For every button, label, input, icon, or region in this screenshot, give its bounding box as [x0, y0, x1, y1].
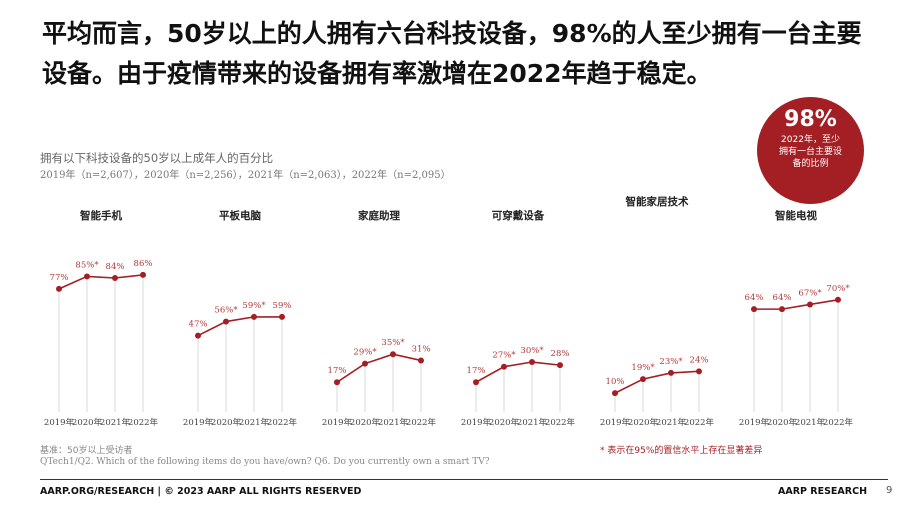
data-point: [112, 274, 118, 281]
x-tick-label: 2020年: [767, 417, 798, 428]
data-point: [140, 271, 146, 278]
footer-divider: [40, 479, 888, 480]
x-tick-label: 2019年: [322, 417, 353, 428]
data-point: [779, 306, 785, 313]
panel-title: 可穿戴设备: [492, 209, 545, 222]
headline: 平均而言，50岁以上的人拥有六台科技设备，98%的人至少拥有一台主要设备。由于疫…: [42, 19, 862, 88]
data-label: 64%: [773, 293, 792, 303]
data-label: 59%: [273, 301, 292, 311]
x-tick-label: 2022年: [684, 417, 715, 428]
data-point: [418, 357, 424, 364]
data-label: 31%: [412, 344, 431, 354]
data-label: 17%: [467, 366, 486, 376]
footer-brand: AARP RESEARCH: [778, 486, 868, 497]
chart-subtitle: 拥有以下科技设备的50岁以上成年人的百分比: [40, 151, 274, 165]
significance-note: * 表示在95%的置信水平上存在显著差异: [600, 446, 763, 456]
x-tick-label: 2020年: [628, 417, 659, 428]
x-tick-label: 2022年: [267, 417, 298, 428]
data-point: [223, 318, 229, 325]
x-tick-label: 2021年: [100, 417, 131, 428]
data-point: [835, 296, 841, 303]
x-tick-label: 2019年: [600, 417, 631, 428]
data-point: [362, 360, 368, 367]
series-line: [197, 316, 282, 337]
data-label: 17%: [328, 366, 347, 376]
x-tick-label: 2019年: [44, 417, 75, 428]
x-tick-label: 2021年: [656, 417, 687, 428]
badge-text: 2022年，至少拥有一台主要设备的比例: [778, 135, 842, 169]
data-label: 28%: [551, 349, 570, 359]
data-label: 47%: [189, 320, 208, 330]
data-point: [501, 363, 507, 370]
series-line: [614, 370, 700, 394]
data-point: [640, 376, 646, 383]
x-tick-label: 2022年: [128, 417, 159, 428]
x-tick-label: 2020年: [350, 417, 381, 428]
data-label: 19%*: [631, 363, 655, 373]
data-label: 59%*: [242, 301, 266, 311]
data-point: [612, 390, 618, 397]
data-label: 70%*: [826, 284, 850, 294]
panel-title: 智能手机: [79, 209, 122, 222]
highlight-badge: 98% 2022年，至少拥有一台主要设备的比例: [757, 97, 864, 204]
panel-title: 智能家居技术: [625, 195, 689, 208]
data-label: 27%*: [492, 351, 516, 361]
data-label: 24%: [690, 355, 709, 365]
x-tick-label: 2020年: [211, 417, 242, 428]
data-label: 67%*: [798, 288, 822, 298]
sample-sizes: 2019年（n=2,607），2020年（n=2,256），2021年（n=2,…: [40, 170, 451, 181]
data-point: [56, 285, 62, 292]
data-point: [334, 379, 340, 386]
data-point: [251, 313, 257, 320]
data-label: 85%*: [75, 260, 99, 270]
data-point: [696, 368, 702, 375]
series-line: [754, 298, 839, 310]
data-point: [390, 351, 396, 358]
question-note: QTech1/Q2. Which of the following items …: [40, 457, 490, 467]
data-label: 23%*: [659, 357, 683, 367]
data-point: [84, 273, 90, 280]
x-tick-label: 2021年: [239, 417, 270, 428]
data-point: [668, 369, 674, 376]
x-tick-label: 2021年: [795, 417, 826, 428]
data-point: [473, 379, 479, 386]
x-tick-label: 2019年: [739, 417, 770, 428]
series-line: [58, 274, 144, 290]
data-point: [751, 306, 757, 313]
x-tick-label: 2022年: [545, 417, 576, 428]
x-tick-label: 2022年: [823, 417, 854, 428]
x-tick-label: 2020年: [72, 417, 103, 428]
data-label: 56%*: [214, 306, 238, 316]
badge-percent: 98%: [784, 107, 837, 132]
panel-title: 平板电脑: [219, 209, 261, 222]
x-tick-label: 2021年: [378, 417, 409, 428]
data-label: 77%: [50, 273, 69, 283]
data-point: [557, 362, 563, 369]
footer-copyright: AARP.ORG/RESEARCH | © 2023 AARP ALL RIGH…: [40, 486, 362, 497]
data-label: 29%*: [353, 348, 377, 358]
data-point: [195, 332, 201, 339]
x-tick-label: 2019年: [183, 417, 214, 428]
data-label: 35%*: [381, 338, 405, 348]
data-label: 30%*: [520, 346, 544, 356]
panel-title: 家庭助理: [358, 209, 400, 222]
data-point: [807, 301, 813, 308]
data-point: [529, 359, 535, 366]
x-tick-label: 2019年: [461, 417, 492, 428]
base-note: 基准：50岁以上受访者: [40, 446, 133, 456]
x-tick-label: 2020年: [489, 417, 520, 428]
data-point: [279, 313, 285, 320]
data-label: 64%: [745, 293, 764, 303]
page-number: 9: [886, 485, 893, 496]
data-label: 10%: [606, 377, 625, 387]
series-line: [475, 361, 561, 383]
series-line: [336, 353, 422, 383]
data-label: 86%: [134, 259, 153, 269]
data-label: 84%: [106, 262, 125, 272]
panel-title: 智能电视: [774, 209, 817, 222]
x-tick-label: 2021年: [517, 417, 548, 428]
x-tick-label: 2022年: [406, 417, 437, 428]
